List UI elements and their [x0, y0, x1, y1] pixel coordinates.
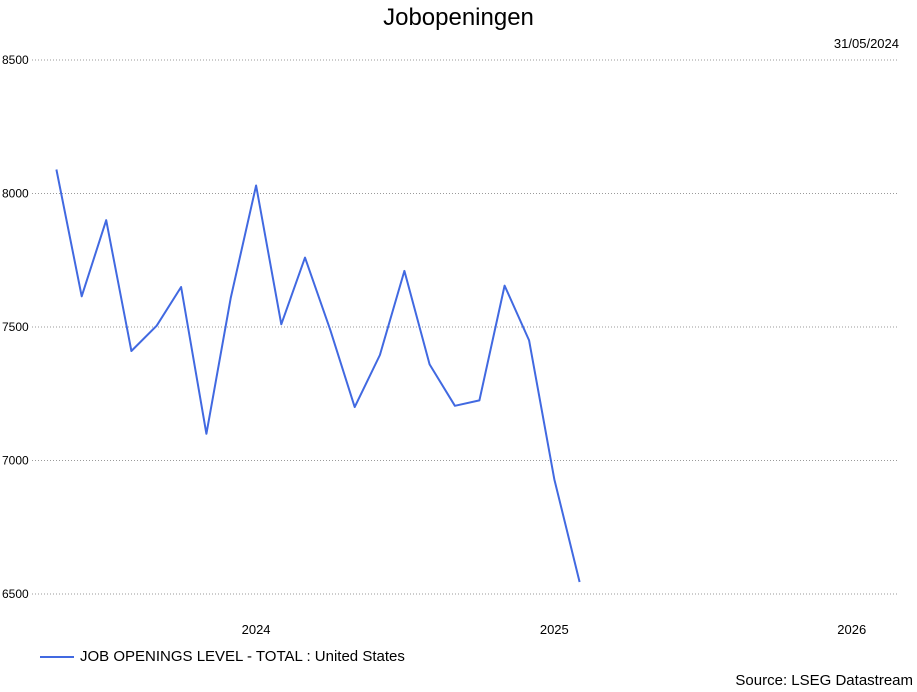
y-tick-label: 6500 — [2, 587, 29, 601]
legend-label: JOB OPENINGS LEVEL - TOTAL : United Stat… — [80, 648, 405, 665]
chart-title: Jobopeningen — [383, 4, 534, 31]
y-tick-label: 7500 — [2, 320, 29, 334]
y-tick-label: 7000 — [2, 454, 29, 468]
x-tick-label: 2026 — [837, 622, 866, 637]
date-label: 31/05/2024 — [833, 36, 899, 51]
legend: JOB OPENINGS LEVEL - TOTAL : United Stat… — [40, 648, 405, 665]
source-note: Source: LSEG Datastream — [735, 672, 913, 689]
x-tick-label: 2025 — [540, 622, 569, 637]
y-tick-label: 8500 — [2, 53, 29, 67]
y-tick-label: 8000 — [2, 187, 29, 201]
series-line — [55, 169, 581, 583]
legend-swatch — [40, 655, 74, 658]
x-tick-label: 2024 — [242, 622, 271, 637]
